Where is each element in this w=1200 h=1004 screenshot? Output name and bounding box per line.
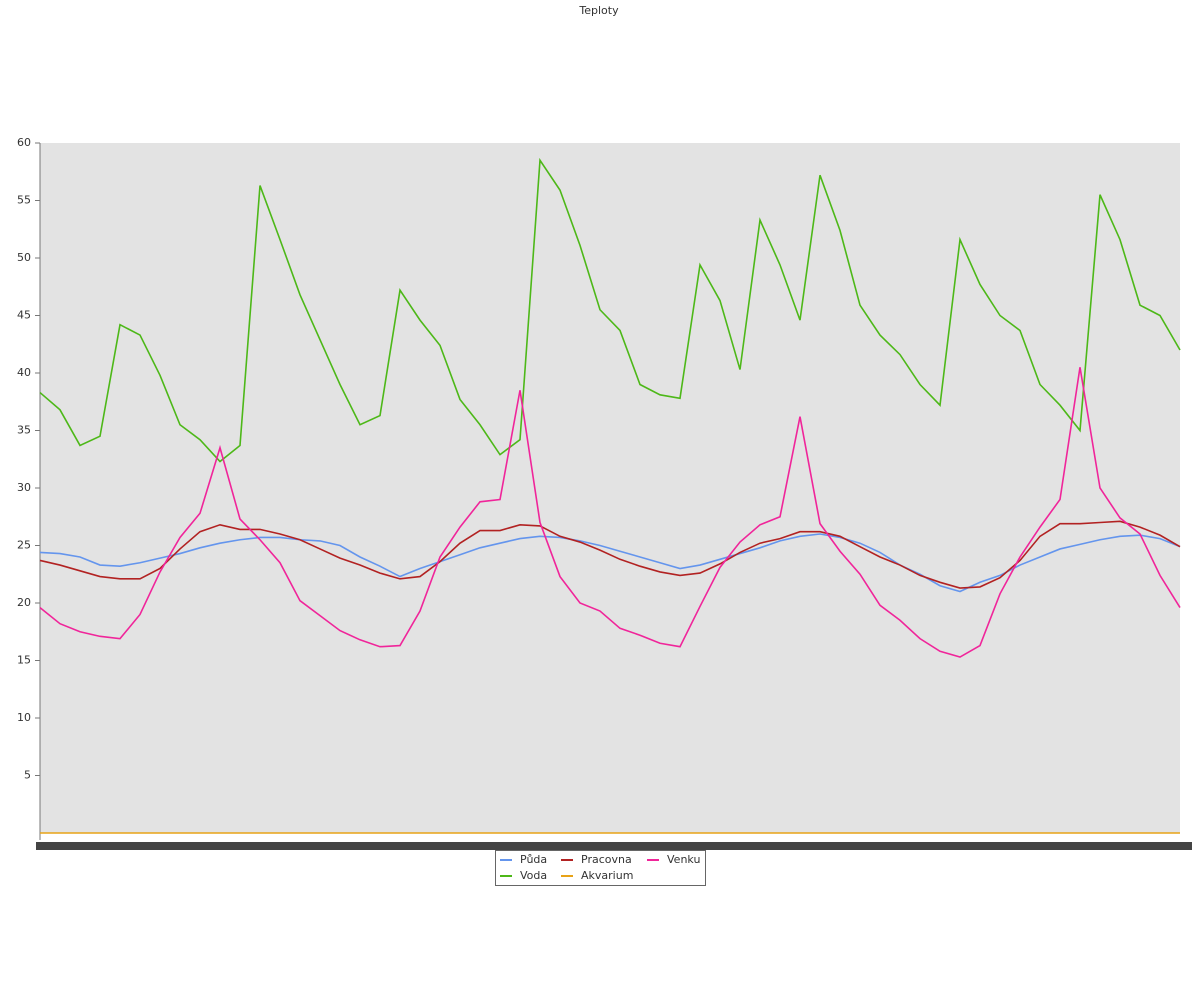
- y-tick-label: 60: [17, 136, 31, 149]
- y-tick-label: 10: [17, 711, 31, 724]
- y-tick-label: 45: [17, 309, 31, 322]
- x-tick-labels-overlap: [36, 842, 1192, 850]
- plot-area: [40, 143, 1180, 833]
- y-tick-label: 35: [17, 424, 31, 437]
- legend-label: Půda: [520, 853, 547, 866]
- y-tick-label: 15: [17, 654, 31, 667]
- series-line: [39, 367, 1181, 658]
- y-tick-label: 30: [17, 481, 31, 494]
- y-tick-label: 50: [17, 251, 31, 264]
- legend: [495, 850, 706, 886]
- legend-label: Venku: [667, 853, 700, 866]
- series-line: [39, 533, 1181, 593]
- y-tick-label: 5: [24, 769, 31, 782]
- series-line: [39, 520, 1181, 589]
- chart-title: Teploty: [578, 4, 619, 17]
- series-line: [39, 157, 1181, 463]
- legend-label: Akvarium: [581, 869, 633, 882]
- y-tick-label: 25: [17, 539, 31, 552]
- legend-label: Voda: [520, 869, 547, 882]
- y-tick-label: 40: [17, 366, 31, 379]
- y-tick-label: 55: [17, 194, 31, 207]
- y-tick-label: 20: [17, 596, 31, 609]
- legend-label: Pracovna: [581, 853, 632, 866]
